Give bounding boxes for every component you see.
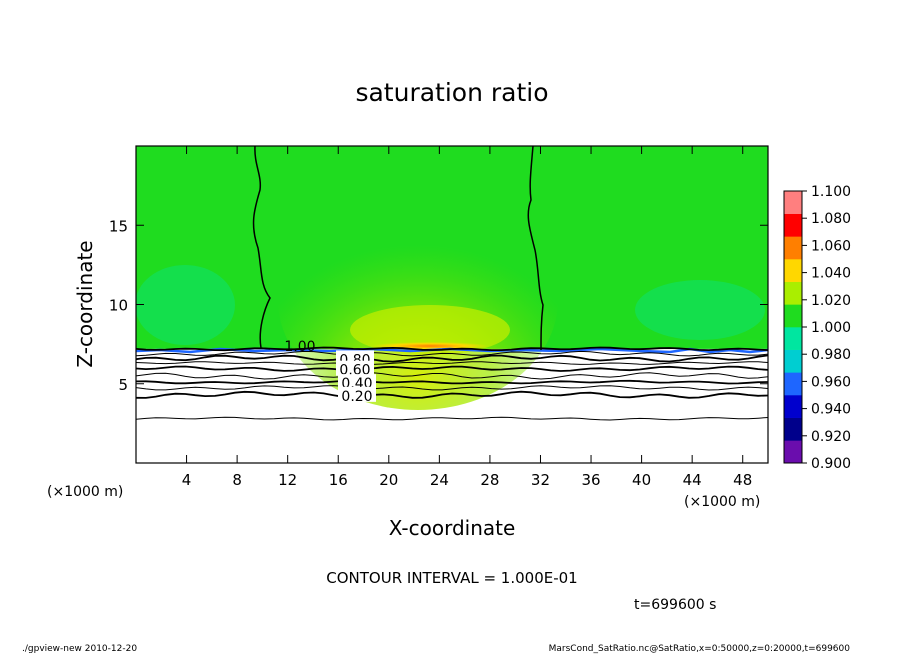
- colorbar: [783, 190, 803, 464]
- supersaturated-plume-core: [350, 305, 510, 355]
- contour-label-mask: [338, 386, 376, 402]
- contour-labels: 1.000.800.600.400.20: [284, 339, 376, 405]
- contour-line: [136, 390, 768, 399]
- colorbar-swatch: [784, 191, 802, 214]
- colorbar-label: 0.980: [811, 347, 851, 363]
- y-tick-label: 10: [109, 297, 128, 315]
- x-tick-label: 4: [182, 471, 192, 489]
- colorbar-label: 1.100: [811, 184, 851, 200]
- colorbar-swatch: [784, 349, 802, 373]
- colorbar-label: 1.040: [811, 266, 851, 282]
- contour-1.00-right: [527, 146, 544, 351]
- colorbar-swatch: [784, 281, 802, 305]
- x-axis-title: X-coordinate: [389, 516, 516, 540]
- colorbar-label: 1.000: [811, 320, 851, 336]
- colorbar-swatch: [784, 259, 802, 282]
- colorbar-label: 1.080: [811, 211, 851, 227]
- y-axis-ticks: 5 10 15: [109, 217, 768, 394]
- x-tick-label: 32: [531, 471, 550, 489]
- time-label: t=699600 s: [634, 597, 716, 613]
- x-tick-label: 20: [379, 471, 398, 489]
- x-tick-label: 8: [232, 471, 242, 489]
- contour-line: [136, 361, 768, 365]
- contour-line: [136, 350, 768, 357]
- colorbar-label: 0.920: [811, 429, 851, 445]
- colorbar-label: 0.940: [811, 402, 851, 418]
- colorbar-label: 0.960: [811, 374, 851, 390]
- footer-right: MarsCond_SatRatio.nc@SatRatio,x=0:50000,…: [549, 644, 851, 654]
- subsaturated-patch-left: [136, 265, 235, 345]
- x-tick-label: 16: [329, 471, 348, 489]
- contour-line: [136, 385, 768, 391]
- x-tick-label: 40: [632, 471, 651, 489]
- contour-lines: [136, 346, 768, 421]
- supersaturated-plume: [278, 190, 558, 410]
- colorbar-swatch: [784, 372, 802, 396]
- y-tick-label: 15: [109, 217, 128, 235]
- x-tick-label: 36: [581, 471, 600, 489]
- colorbar-label: 0.900: [811, 456, 851, 472]
- colorbar-swatch: [784, 213, 802, 237]
- contour-line: [136, 365, 768, 372]
- x-tick-label: 12: [278, 471, 297, 489]
- contour-label-mask: [338, 374, 376, 390]
- colorbar-swatch: [784, 304, 802, 328]
- x-axis-ticks: 4 8 12 16 20 24 28 32 36 40 44 48: [182, 146, 752, 489]
- colorbar-swatch: [784, 417, 802, 441]
- y-axis-title: Z-coordinate: [73, 240, 97, 367]
- colorbar-swatch: [784, 440, 802, 464]
- contour-line: [136, 372, 768, 380]
- colorbar-swatch: [784, 395, 802, 418]
- contour-line: [136, 416, 768, 421]
- contour-1.00-left: [252, 146, 271, 350]
- x-axis-scale-note: (×1000 m): [684, 494, 760, 510]
- contour-label: 0.20: [341, 389, 372, 405]
- colorbar-swatch: [784, 327, 802, 350]
- contour-interval-note: CONTOUR INTERVAL = 1.000E-01: [326, 569, 577, 587]
- contour-line: [136, 346, 768, 352]
- x-tick-label: 24: [430, 471, 449, 489]
- x-tick-label: 48: [733, 471, 752, 489]
- y-tick-label: 5: [118, 376, 128, 394]
- colorbar-labels: 0.900 0.920 0.940 0.960 0.980 1.000 1.020 1.040…: [802, 184, 851, 472]
- contour-label: 1.00: [284, 339, 315, 355]
- colorbar-label: 1.020: [811, 293, 851, 309]
- y-axis-scale-note: (×1000 m): [47, 484, 123, 500]
- chart-title: saturation ratio: [355, 78, 548, 107]
- colorbar-label: 1.060: [811, 238, 851, 254]
- subsaturated-patch-right: [635, 280, 765, 340]
- contour-line: [136, 354, 768, 363]
- footer-left: ./gpview-new 2010-12-20: [22, 644, 137, 654]
- contour-label-mask: [336, 360, 374, 376]
- x-tick-label: 44: [683, 471, 702, 489]
- contour-line: [136, 379, 768, 385]
- x-tick-label: 28: [480, 471, 499, 489]
- colorbar-swatch: [784, 236, 802, 260]
